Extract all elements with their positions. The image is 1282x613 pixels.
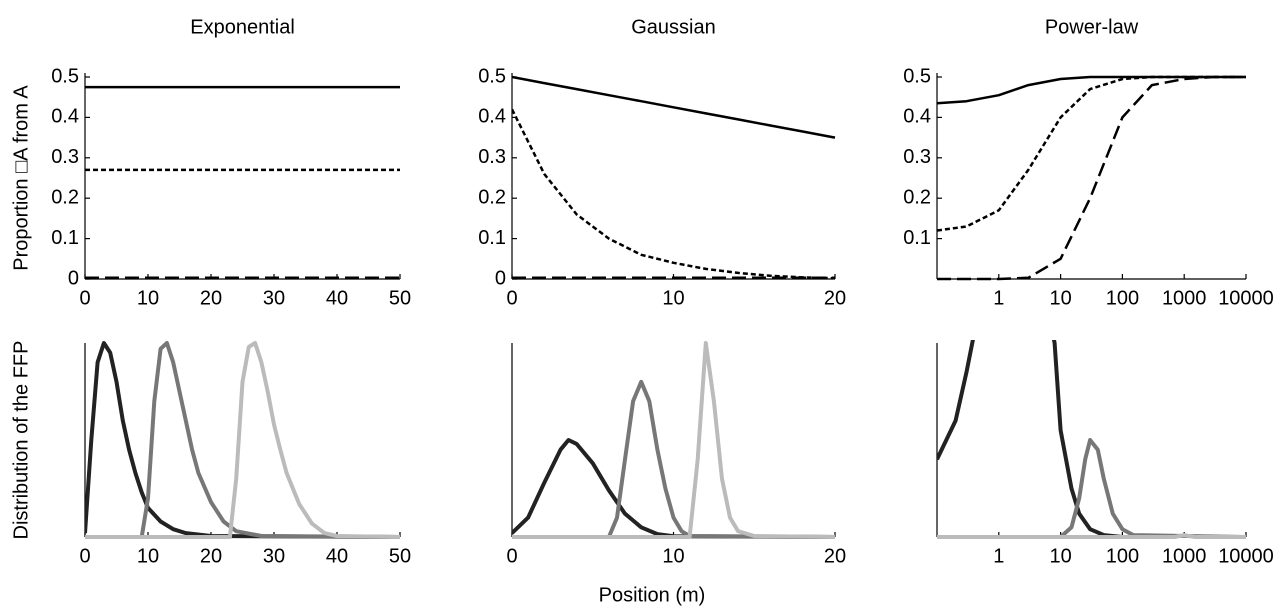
x-tick-label: 0 [506,287,517,309]
y-tick-label: 0.1 [51,227,79,249]
series-line [937,533,1246,539]
series-line [937,75,1246,281]
y-axis-label: Distribution of the FFP [10,341,32,540]
x-tick-label: 10 [1049,287,1071,309]
x-tick-label: 1 [993,287,1004,309]
x-tick-label: 1000 [1162,545,1207,567]
x-tick-label: 10 [137,545,159,567]
x-tick-label: 10 [662,545,684,567]
x-tick-label: 100 [1106,287,1139,309]
y-tick-label: 0.3 [478,146,506,168]
y-tick-label: 0.3 [903,146,931,168]
x-tick-label: 50 [389,287,411,309]
y-tick-label: 0.4 [51,106,79,128]
x-axis-label: Position (m) [599,584,706,606]
x-tick-label: 10000 [1218,287,1274,309]
series-line [937,75,1246,232]
x-tick-label: 40 [326,287,348,309]
x-tick-label: 1 [993,545,1004,567]
x-tick-label: 10 [1049,545,1071,567]
y-axis-label: Proportion □A from A [10,85,32,271]
x-tick-label: 10 [662,287,684,309]
x-tick-label: 100 [1106,545,1139,567]
x-tick-label: 10000 [1218,545,1274,567]
series-line [937,340,1123,539]
x-tick-label: 30 [263,545,285,567]
y-tick-label: 0.4 [903,106,931,128]
y-tick-label: 0.1 [478,227,506,249]
y-tick-label: 0.2 [478,186,506,208]
y-tick-label: 0 [495,267,506,289]
y-tick-label: 0.2 [903,186,931,208]
series-line [512,341,836,539]
x-tick-label: 0 [506,545,517,567]
y-tick-label: 0 [68,267,79,289]
series-line [937,438,1247,539]
x-tick-label: 20 [200,287,222,309]
y-tick-label: 0.3 [51,146,79,168]
y-tick-label: 0.5 [903,65,931,87]
x-tick-label: 40 [326,545,348,567]
series-line [512,108,836,280]
series-line [85,341,401,539]
x-tick-label: 20 [824,287,846,309]
series-line [512,379,836,539]
x-tick-label: 10 [137,287,159,309]
x-tick-label: 30 [263,287,285,309]
series-line [937,75,1246,105]
x-tick-label: 20 [824,545,846,567]
series-line [85,341,401,539]
x-tick-label: 0 [79,287,90,309]
x-tick-label: 0 [79,545,90,567]
y-tick-label: 0.4 [478,106,506,128]
panel-title: Power-law [1045,16,1139,38]
series-line [512,75,836,139]
panel-title: Gaussian [631,16,716,38]
y-tick-label: 0.1 [903,227,931,249]
x-tick-label: 50 [389,545,411,567]
y-tick-label: 0.5 [478,65,506,87]
series-line [512,438,836,539]
x-tick-label: 20 [200,545,222,567]
y-tick-label: 0.2 [51,186,79,208]
y-tick-label: 0.5 [51,65,79,87]
panel-title: Exponential [190,16,295,38]
x-tick-label: 1000 [1162,287,1207,309]
